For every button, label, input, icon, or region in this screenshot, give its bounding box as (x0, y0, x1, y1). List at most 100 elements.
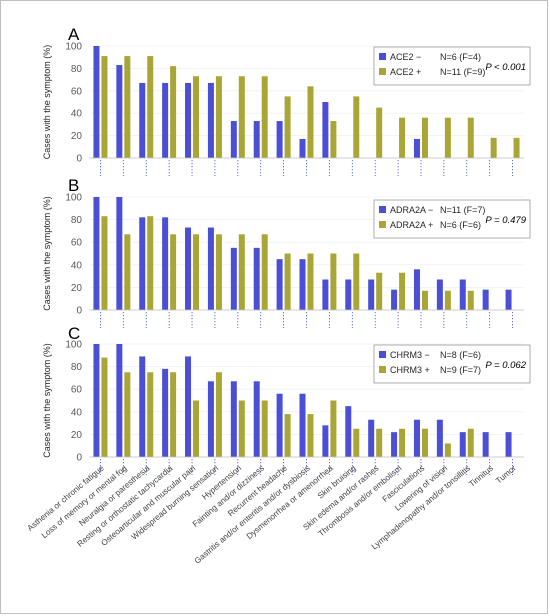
legend-swatch (379, 206, 386, 213)
y-tick-label: 60 (71, 385, 83, 396)
legend-series-name: CHRM3 + (390, 365, 430, 375)
bar-a-s0-c7 (253, 121, 260, 158)
y-axis-label: Cases with the symptom (%) (42, 196, 52, 311)
y-tick-label: 60 (71, 238, 83, 249)
y-tick-label: 60 (71, 86, 83, 97)
legend-box (373, 46, 531, 86)
bar-c-s0-c3 (162, 368, 169, 457)
y-tick-label: 100 (65, 340, 82, 351)
bar-b-s1-c2 (147, 216, 154, 310)
bar-b-s1-c10 (330, 253, 337, 310)
bar-c-s1-c6 (238, 400, 245, 457)
bar-a-s0-c5 (207, 82, 214, 158)
bar-b-s0-c1 (116, 197, 123, 310)
y-tick-label: 20 (71, 283, 83, 294)
bar-b-s1-c8 (284, 253, 291, 310)
bar-c-s1-c12 (376, 428, 383, 457)
legend-n-label: N=11 (F=7) (440, 205, 485, 215)
bar-c-s0-c18 (505, 432, 512, 457)
bar-a-s1-c6 (238, 76, 245, 158)
legend-swatch (379, 68, 386, 75)
y-tick-label: 80 (71, 64, 83, 75)
bar-b-s1-c14 (421, 290, 428, 310)
legend-box (373, 344, 531, 384)
bar-b-s0-c10 (322, 279, 329, 310)
bar-c-s1-c5 (215, 372, 222, 457)
bar-a-s1-c7 (261, 76, 268, 158)
legend-n-label: N=11 (F=9) (440, 67, 485, 77)
bar-a-s0-c4 (185, 82, 192, 158)
bar-b-s0-c12 (368, 279, 375, 310)
x-category-label: Tumor (494, 463, 518, 485)
bar-a-s1-c11 (353, 96, 360, 158)
bar-c-s1-c3 (170, 372, 177, 457)
bar-c-s1-c14 (421, 428, 428, 457)
bar-b-s0-c3 (162, 217, 169, 310)
bar-c-s1-c8 (284, 414, 291, 457)
bar-c-s0-c2 (139, 356, 146, 457)
bar-b-s0-c14 (413, 269, 420, 310)
y-tick-label: 40 (71, 407, 83, 418)
bar-c-s1-c2 (147, 372, 154, 457)
bar-a-s1-c3 (170, 66, 177, 158)
bar-a-s0-c9 (299, 138, 306, 158)
y-tick-label: 40 (71, 260, 83, 271)
y-tick-label: 80 (71, 215, 83, 226)
p-value: P = 0.062 (485, 360, 526, 371)
bar-b-s0-c0 (93, 197, 100, 310)
panel-b-letter: B (68, 176, 79, 195)
bar-c-s1-c1 (124, 372, 131, 457)
bar-b-s0-c13 (391, 289, 398, 310)
y-tick-label: 40 (71, 109, 83, 120)
bar-b-s1-c7 (261, 234, 268, 310)
legend-box (373, 199, 531, 239)
bar-c-s0-c5 (207, 381, 214, 457)
bar-b-s1-c12 (376, 272, 383, 310)
bar-a-s1-c17 (490, 137, 497, 158)
bar-b-s0-c5 (207, 227, 214, 310)
bar-b-s1-c13 (399, 272, 406, 310)
bar-b-s0-c9 (299, 259, 306, 310)
bar-a-s1-c8 (284, 96, 291, 158)
bar-b-s1-c4 (193, 234, 200, 310)
y-tick-label: 20 (71, 131, 83, 142)
legend-series-name: ADRA2A − (390, 205, 433, 215)
bar-a-s0-c0 (93, 46, 100, 158)
bar-b-s0-c15 (436, 279, 443, 310)
legend-n-label: N=9 (F=7) (440, 365, 481, 375)
bar-b-s0-c6 (230, 247, 237, 310)
legend-n-label: N=6 (F=4) (440, 52, 481, 62)
bar-c-s1-c9 (307, 414, 314, 457)
bar-c-s0-c0 (93, 344, 100, 457)
y-tick-label: 20 (71, 430, 83, 441)
bar-a-s1-c5 (215, 76, 222, 158)
bar-c-s1-c10 (330, 400, 337, 457)
bar-c-s0-c9 (299, 393, 306, 457)
bar-a-s0-c1 (116, 65, 123, 158)
bar-b-s1-c16 (467, 290, 474, 310)
bar-c-s0-c7 (253, 381, 260, 457)
bar-b-s0-c16 (459, 279, 466, 310)
bar-a-s0-c8 (276, 121, 283, 158)
y-tick-label: 100 (65, 42, 82, 53)
bar-c-s0-c1 (116, 344, 123, 457)
y-tick-label: 100 (65, 193, 82, 204)
bar-a-s1-c16 (467, 117, 474, 158)
bar-c-s0-c6 (230, 381, 237, 457)
panel-c-letter: C (68, 324, 80, 343)
bar-c-s0-c8 (276, 393, 283, 457)
bar-a-s1-c18 (513, 137, 520, 158)
bar-c-s1-c0 (101, 357, 108, 457)
bar-a-s1-c2 (147, 56, 154, 158)
legend-series-name: ACE2 + (390, 67, 421, 77)
y-tick-label: 0 (76, 453, 82, 464)
y-tick-label: 0 (76, 306, 82, 317)
x-category-label: Tinnitus (467, 464, 495, 489)
legend-series-name: ADRA2A + (390, 220, 433, 230)
bar-a-s1-c9 (307, 86, 314, 158)
bar-a-s1-c12 (376, 107, 383, 158)
bar-a-s0-c6 (230, 121, 237, 158)
bar-a-s1-c13 (399, 117, 406, 158)
bar-b-s0-c11 (345, 279, 352, 310)
